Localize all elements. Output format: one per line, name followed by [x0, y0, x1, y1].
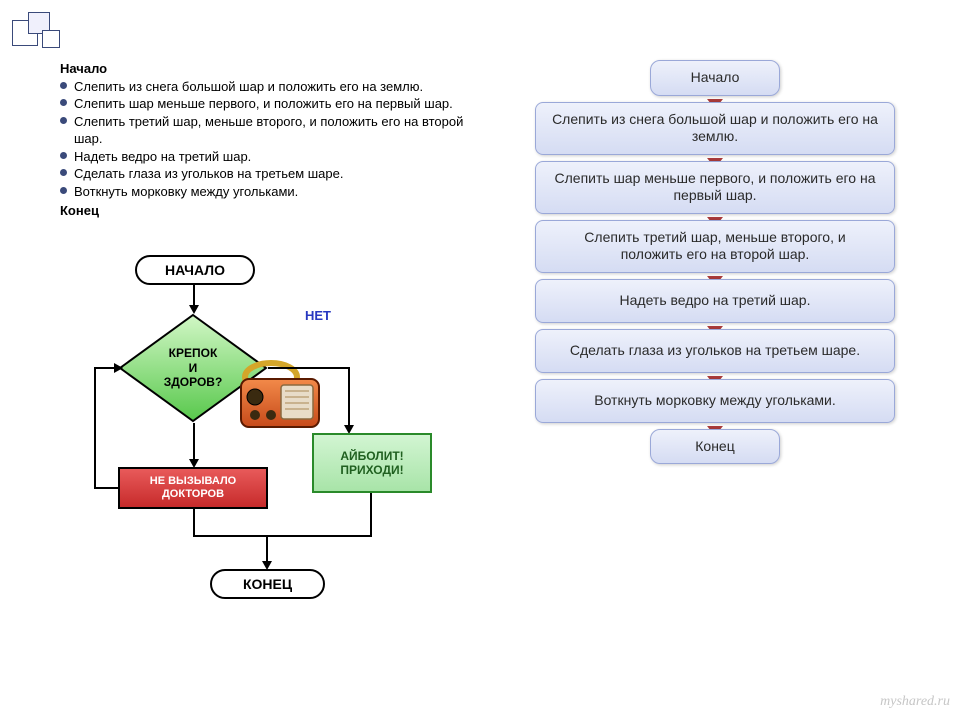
flow-step: Слепить из снега большой шар и положить … [535, 102, 895, 155]
flow-step: Слепить шар меньше первого, и положить е… [535, 161, 895, 214]
list-item: Слепить третий шар, меньше второго, и по… [60, 113, 490, 148]
watermark: myshared.ru [880, 694, 950, 710]
flow-step: Воткнуть морковку между угольками. [535, 379, 895, 423]
flow-terminal-start: Начало [650, 60, 780, 96]
list-item: Надеть ведро на третий шар. [60, 148, 490, 166]
flow-step: Сделать глаза из угольков на третьем шар… [535, 329, 895, 373]
no-label: НЕТ [305, 308, 331, 323]
flow-terminal-end: Конец [650, 429, 780, 465]
linear-flowchart: Начало Слепить из снега большой шар и по… [510, 60, 920, 700]
decision-flowchart: НАЧАЛО КРЕПО [60, 255, 490, 635]
red-process-box: НЕ ВЫЗЫВАЛО ДОКТОРОВ [118, 467, 268, 509]
list-item: Воткнуть морковку между угольками. [60, 183, 490, 201]
flow-step: Слепить третий шар, меньше второго, и по… [535, 220, 895, 273]
list-item: Слепить шар меньше первого, и положить е… [60, 95, 490, 113]
green-process-box: АЙБОЛИТ! ПРИХОДИ! [312, 433, 432, 493]
main-container: Начало Слепить из снега большой шар и по… [60, 60, 920, 700]
flowchart-start: НАЧАЛО [135, 255, 255, 285]
flowchart-end: КОНЕЦ [210, 569, 325, 599]
text-footer: Конец [60, 202, 490, 220]
algorithm-steps-list: Слепить из снега большой шар и положить … [60, 78, 490, 201]
left-column: Начало Слепить из снега большой шар и по… [60, 60, 490, 700]
algorithm-text: Начало Слепить из снега большой шар и по… [60, 60, 490, 220]
list-item: Сделать глаза из угольков на третьем шар… [60, 165, 490, 183]
flow-step: Надеть ведро на третий шар. [535, 279, 895, 323]
list-item: Слепить из снега большой шар и положить … [60, 78, 490, 96]
text-header: Начало [60, 60, 490, 78]
